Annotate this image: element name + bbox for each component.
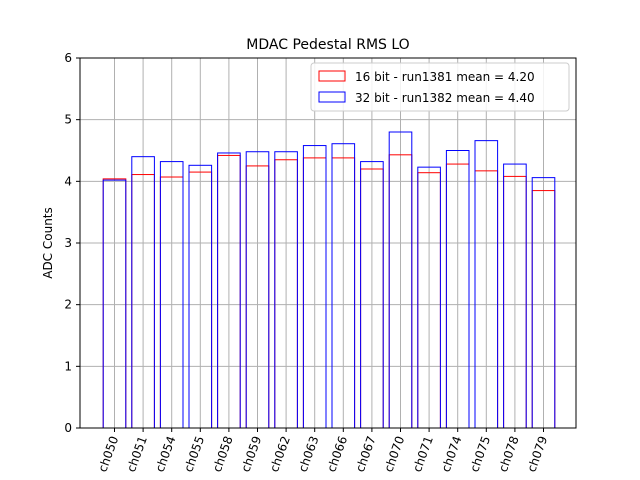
legend-swatch <box>318 91 346 103</box>
x-tick-label: ch050 <box>95 434 121 474</box>
y-tick-label: 4 <box>64 174 72 188</box>
grid <box>80 57 576 429</box>
x-tick-label: ch062 <box>267 434 293 474</box>
x-tick-label: ch078 <box>496 434 522 474</box>
y-axis-label: ADC Counts <box>41 207 55 279</box>
x-tick-label: ch079 <box>524 434 550 474</box>
legend-label: 16 bit - run1381 mean = 4.20 <box>355 70 535 84</box>
x-tick-label: ch058 <box>210 434 236 474</box>
x-tick-label: ch074 <box>439 434 465 474</box>
x-tick-label: ch075 <box>467 434 493 474</box>
x-tick-label: ch067 <box>353 434 379 474</box>
x-axis: ch050 ch051 ch054 ch055 ch058 ch059 ch062 ch063… <box>95 428 550 474</box>
bars <box>102 131 556 429</box>
chart-title: MDAC Pedestal RMS LO <box>246 37 409 53</box>
legend: 16 bit - run1381 mean = 4.20 32 bit - run… <box>310 62 570 112</box>
legend-box <box>310 62 570 112</box>
y-axis: 0 1 2 3 4 5 6 <box>64 51 80 435</box>
x-tick-label: ch055 <box>181 434 207 474</box>
x-tick-label: ch070 <box>381 434 407 474</box>
x-tick-label: ch063 <box>296 434 322 474</box>
y-tick-label: 0 <box>64 421 72 435</box>
y-tick-label: 6 <box>64 51 72 65</box>
plot-frame <box>79 57 577 429</box>
x-tick-label: ch054 <box>153 434 179 474</box>
x-tick-label: ch059 <box>238 434 264 474</box>
legend-swatch <box>318 70 346 82</box>
y-tick-label: 3 <box>64 236 72 250</box>
y-tick-label: 1 <box>64 359 72 373</box>
y-tick-label: 2 <box>64 298 72 312</box>
x-tick-label: ch071 <box>410 434 436 474</box>
legend-label: 32 bit - run1382 mean = 4.40 <box>355 91 535 105</box>
x-tick-label: ch051 <box>124 434 150 474</box>
y-tick-label: 5 <box>64 113 72 127</box>
x-tick-label: ch066 <box>324 434 350 474</box>
